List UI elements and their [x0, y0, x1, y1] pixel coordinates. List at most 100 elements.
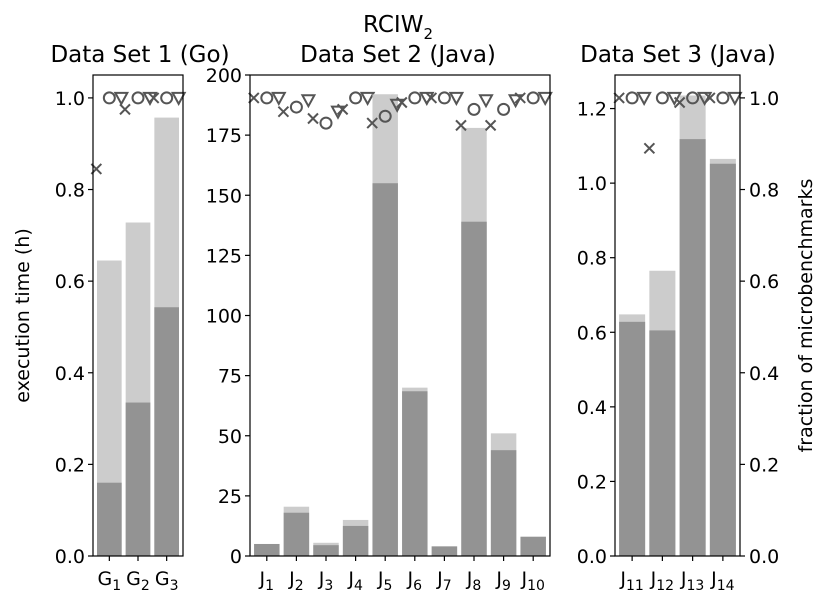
y-tick-label: 0.0 — [55, 546, 85, 568]
y-tick-label: 0.4 — [577, 397, 607, 419]
bar-part-J5 — [372, 183, 398, 556]
right-y-tick-label: 0.0 — [749, 546, 779, 568]
x-tick-base: J — [318, 568, 325, 590]
x-tick-base: J — [650, 568, 657, 590]
x-tick-base: J — [495, 568, 502, 590]
marker-circle — [289, 100, 303, 114]
x-tick-sub: 8 — [472, 578, 481, 594]
right-y-tick-label: 0.8 — [749, 180, 779, 202]
marker-x — [514, 92, 526, 104]
marker-triangle — [666, 91, 683, 106]
x-tick-base: J — [377, 568, 384, 590]
x-tick-base: J — [259, 568, 266, 590]
marker-x — [613, 92, 625, 104]
marker-triangle — [478, 94, 494, 109]
marker-triangle — [359, 91, 376, 106]
bar-part-J11 — [619, 321, 646, 556]
x-tick-sub: 13 — [687, 578, 705, 594]
marker-x — [484, 119, 497, 132]
y-tick-label: 50 — [218, 426, 242, 448]
x-tick-base: J — [288, 568, 295, 590]
marker-circle — [260, 91, 274, 105]
y-tick-label: 0.4 — [55, 363, 85, 385]
x-tick-label: J6 — [407, 568, 423, 594]
x-tick-base: J — [680, 568, 687, 590]
x-tick-sub: 1 — [112, 578, 121, 594]
bar-part-J7 — [431, 546, 458, 556]
marker-triangle — [271, 91, 287, 106]
x-tick-label: J4 — [347, 568, 363, 594]
marker-circle — [497, 102, 511, 116]
x-tick-base: J — [407, 568, 414, 590]
panel-title: Data Set 1 (Go) — [50, 42, 229, 68]
marker-x — [455, 119, 467, 132]
panel-title: Data Set 2 (Java) — [300, 42, 496, 68]
bar-part-J3 — [313, 545, 339, 556]
y-tick-label: 1.2 — [577, 99, 607, 121]
marker-x — [673, 96, 686, 109]
marker-triangle — [300, 94, 317, 109]
bar-part-J8 — [461, 221, 487, 556]
bar-part-G1 — [97, 482, 122, 556]
marker-circle — [686, 91, 700, 105]
marker-circle — [467, 102, 481, 116]
right-y-axis-label: fraction of microbenchmarks — [795, 179, 817, 453]
x-tick-label: J3 — [318, 568, 334, 594]
x-tick-base: G — [98, 568, 113, 590]
right-y-tick-label: 0.2 — [749, 454, 779, 476]
bar-part-J2 — [283, 512, 310, 556]
marker-circle — [716, 91, 730, 105]
x-tick-label: J1 — [259, 568, 275, 594]
x-tick-sub: 10 — [527, 578, 545, 594]
x-tick-label: J5 — [377, 568, 393, 594]
x-tick-base: G — [126, 568, 141, 590]
marker-x — [336, 103, 349, 116]
right-y-tick-label: 0.4 — [749, 363, 779, 385]
x-tick-base: J — [466, 568, 473, 590]
y-tick-label: 1.0 — [55, 88, 85, 110]
x-tick-label: G2 — [126, 568, 150, 594]
panels: Data Set 1 (Go)G1 G2 G30.00.20.40.60.81.0e… — [12, 42, 817, 594]
marker-x — [307, 112, 319, 125]
bar-part-J12 — [649, 330, 676, 556]
marker-triangle — [170, 91, 187, 106]
x-tick-label: J9 — [495, 568, 511, 594]
marker-x — [704, 92, 716, 104]
x-tick-sub: 5 — [384, 578, 393, 594]
x-tick-base: J — [619, 568, 626, 590]
x-tick-label: G1 — [98, 568, 122, 594]
marker-triangle — [537, 91, 553, 106]
marker-circle — [319, 116, 333, 130]
x-tick-label: J7 — [436, 568, 452, 594]
bar-part-J9 — [490, 450, 517, 556]
x-tick-label: J14 — [710, 568, 735, 594]
x-tick-label: J13 — [680, 568, 704, 594]
x-tick-sub: 6 — [413, 578, 422, 594]
y-tick-label: 0.0 — [577, 546, 607, 568]
x-tick-label: J8 — [466, 568, 482, 594]
x-tick-label: J12 — [650, 568, 674, 594]
x-tick-base: J — [520, 568, 527, 590]
x-tick-sub: 3 — [324, 578, 333, 594]
bar-part-J6 — [402, 391, 428, 556]
y-tick-label: 25 — [218, 486, 242, 508]
marker-x — [147, 92, 160, 104]
y-tick-label: 0.6 — [577, 322, 607, 344]
y-tick-label: 75 — [218, 366, 242, 388]
figure-title-main: RCIW — [363, 12, 423, 38]
x-tick-label: J11 — [619, 568, 643, 594]
y-tick-label: 0.2 — [55, 454, 85, 476]
y-tick-label: 0.6 — [55, 271, 85, 293]
right-y-tick-label: 0.6 — [749, 271, 779, 293]
y-tick-label: 175 — [206, 125, 242, 147]
marker-x — [119, 103, 131, 116]
y-tick-label: 0.8 — [55, 180, 85, 202]
marker-triangle — [727, 91, 743, 106]
panel-2: Data Set 2 (Java)J1 J2 J3 J4 J5 J6 J7 J8 J9 J1002… — [206, 42, 553, 594]
y-tick-label: 0.2 — [577, 471, 607, 493]
marker-circle — [655, 91, 669, 105]
x-tick-sub: 7 — [443, 578, 452, 594]
y-tick-label: 0.8 — [577, 248, 607, 270]
axes-frame — [614, 74, 741, 557]
